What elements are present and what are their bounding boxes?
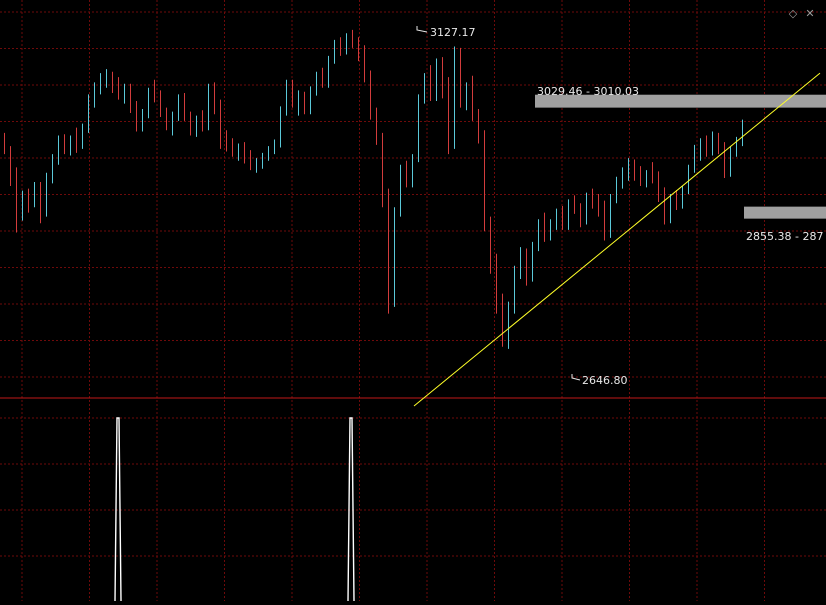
volume-pane <box>114 417 355 602</box>
high-label: 3127.17 <box>430 26 476 39</box>
trendline <box>413 72 821 407</box>
close-icon[interactable]: ✕ <box>805 7 815 20</box>
price-labels: 3127.17 2646.80 3029.46 - 3010.03 2855.38 -… <box>416 26 823 387</box>
high-pointer <box>416 26 428 33</box>
candles <box>4 29 743 349</box>
low-pointer <box>571 374 581 381</box>
upper-zone-label: 3029.46 - 3010.03 <box>537 85 639 98</box>
lower-zone-label: 2855.38 - 287 <box>746 230 823 243</box>
low-label: 2646.80 <box>582 374 628 387</box>
lower-zone <box>744 206 826 219</box>
diamond-icon[interactable]: ◇ <box>788 7 798 20</box>
volume-bar-0 <box>114 417 122 602</box>
upper-zone <box>535 94 826 108</box>
price-zones <box>535 94 826 219</box>
trendline-layer <box>413 72 821 407</box>
volume-bar-1 <box>347 417 355 602</box>
